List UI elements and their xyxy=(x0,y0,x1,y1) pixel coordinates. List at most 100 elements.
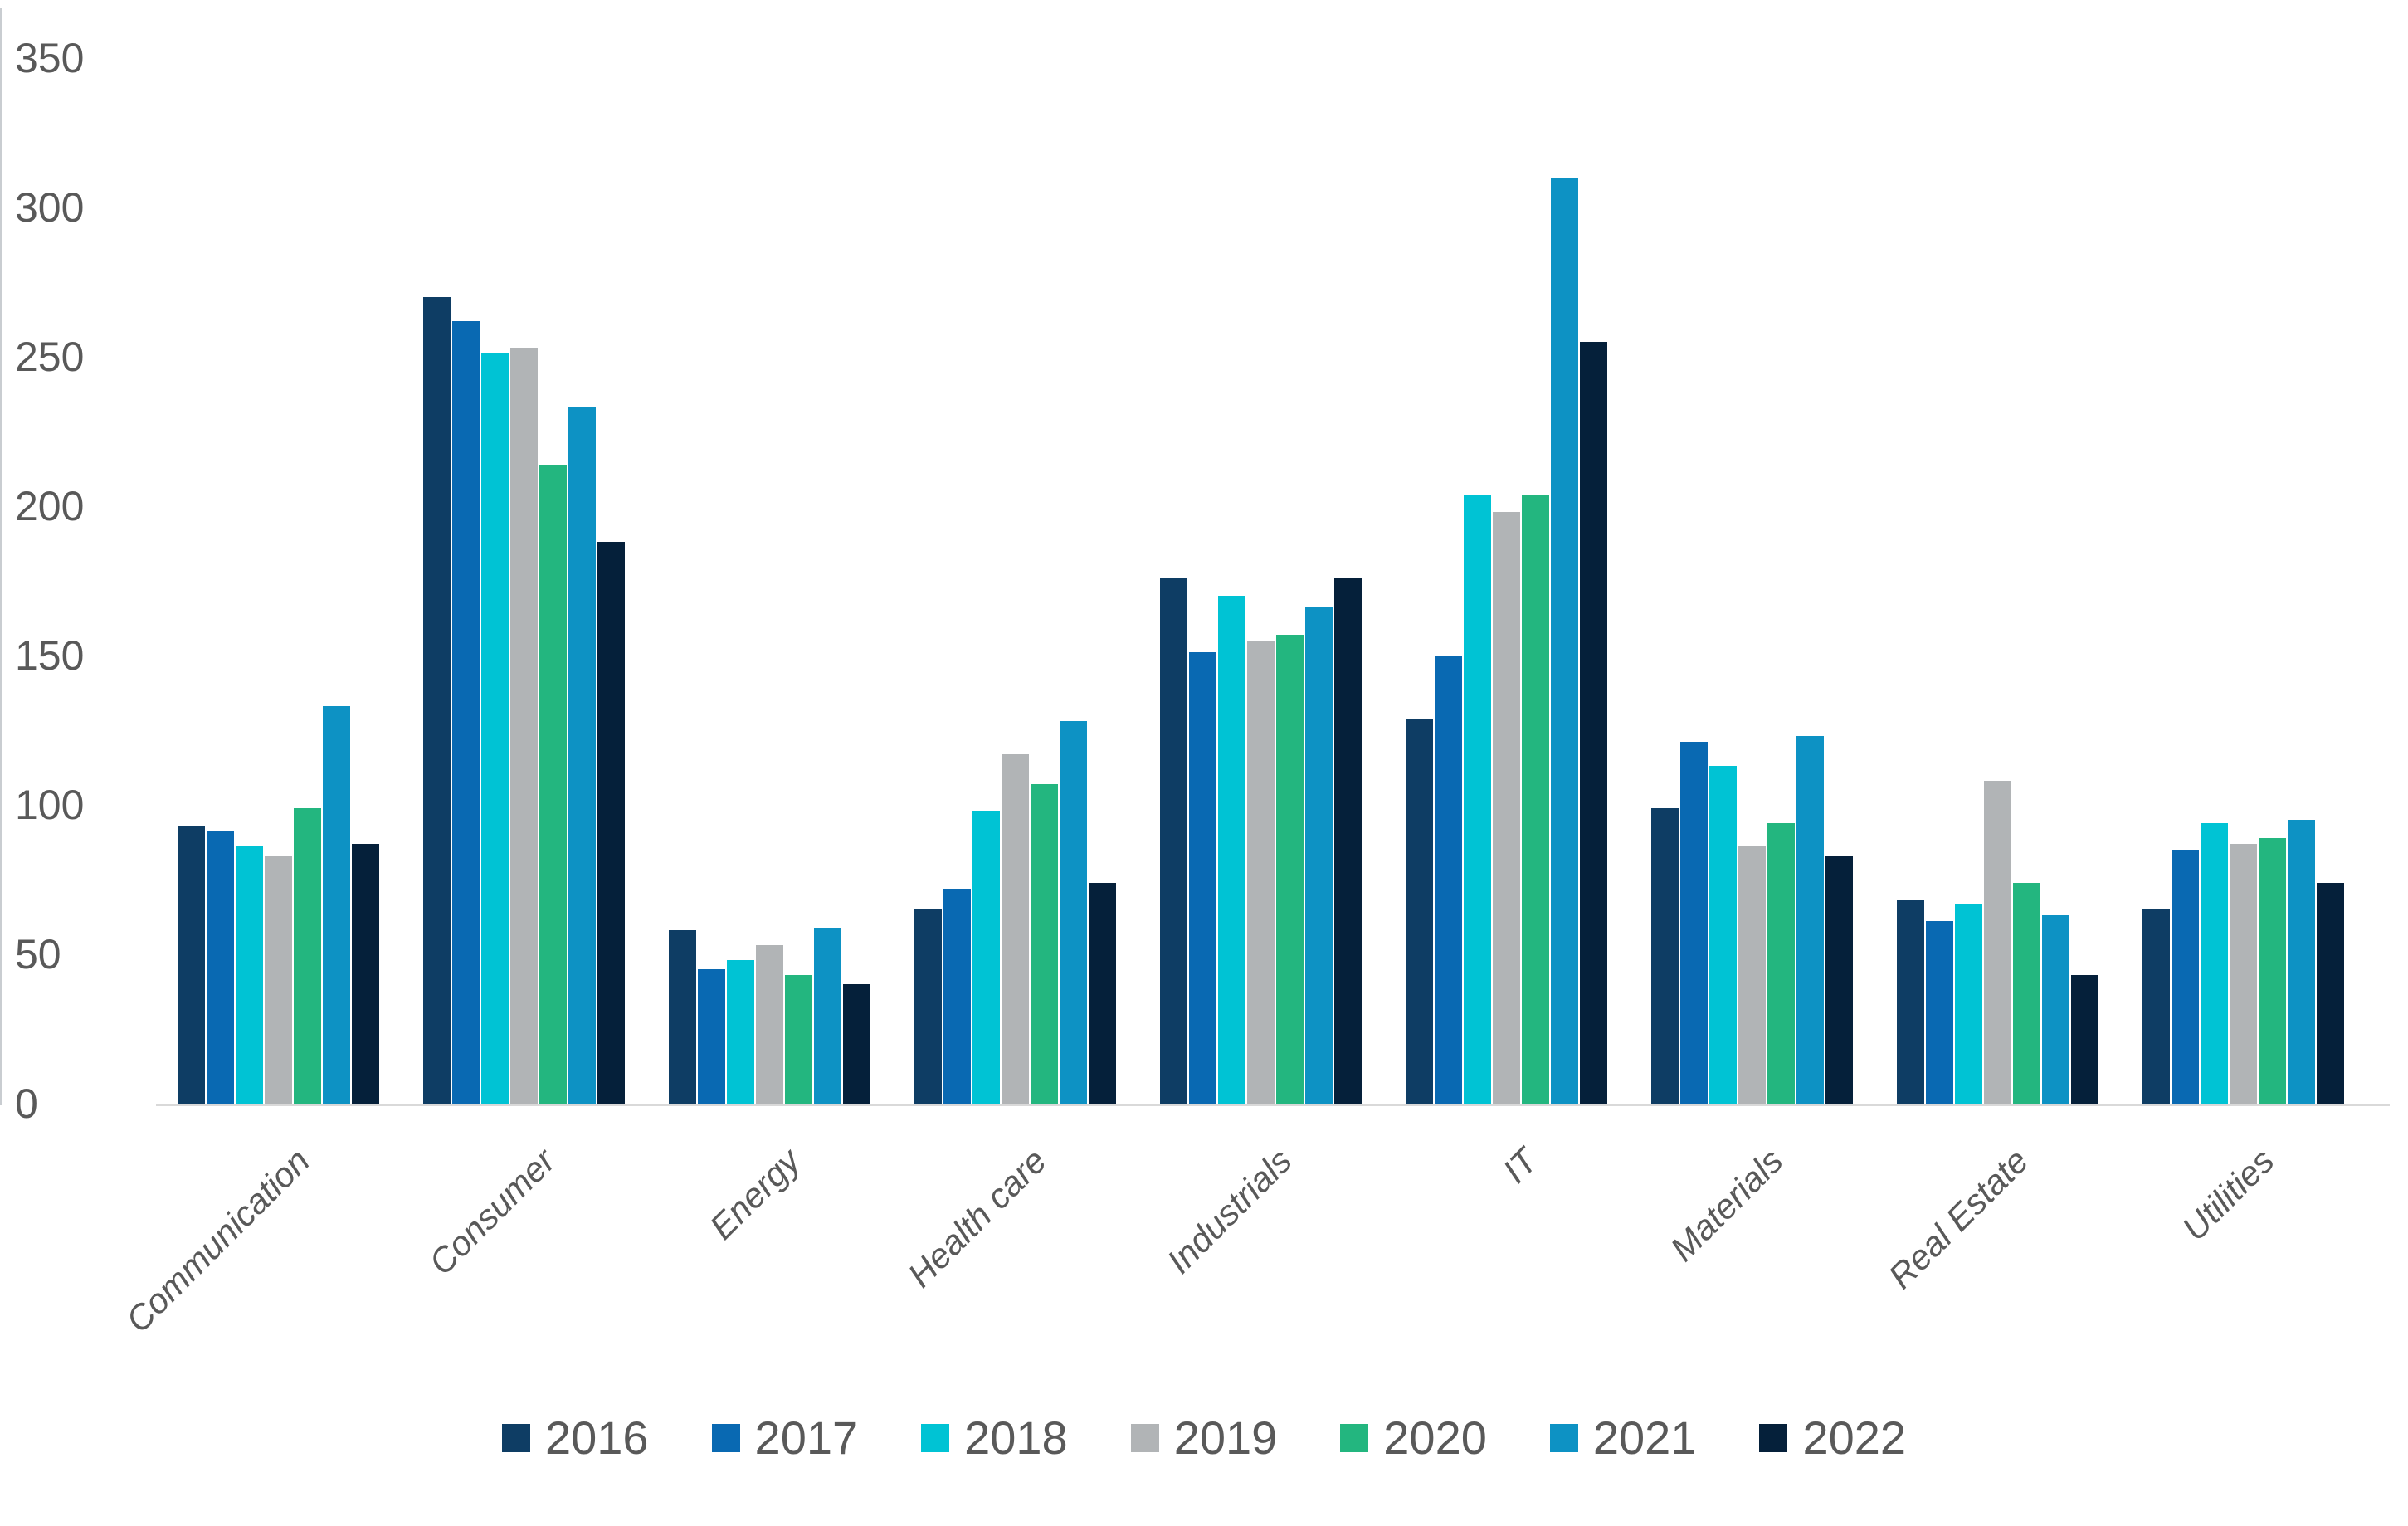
bar-2018-real-estate xyxy=(1955,904,1982,1104)
bar-2021-it xyxy=(1551,178,1578,1104)
bar-2020-health-care xyxy=(1031,784,1058,1104)
category-label: Real Estate xyxy=(1880,1141,2036,1296)
bar-2017-communication xyxy=(207,831,234,1104)
bar-group-health-care xyxy=(914,721,1118,1104)
legend-label: 2022 xyxy=(1802,1411,1907,1464)
y-tick-label: 0 xyxy=(15,1080,38,1127)
category-label: Energy xyxy=(702,1141,808,1247)
x-axis-baseline xyxy=(156,1104,2390,1106)
bar-2021-utilities xyxy=(2288,820,2315,1104)
bar-2020-real-estate xyxy=(2013,883,2040,1104)
legend-item-2018: 2018 xyxy=(921,1411,1068,1465)
bar-2021-industrials xyxy=(1305,607,1333,1104)
bar-2021-health-care xyxy=(1060,721,1087,1104)
legend-item-2020: 2020 xyxy=(1340,1411,1487,1465)
bar-2019-industrials xyxy=(1247,641,1275,1104)
legend-swatch-icon xyxy=(921,1423,950,1452)
bar-2022-real-estate xyxy=(2071,975,2098,1104)
y-tick-label: 200 xyxy=(15,483,85,529)
legend-item-2022: 2022 xyxy=(1759,1411,1906,1465)
bar-2018-utilities xyxy=(2201,823,2228,1104)
legend-swatch-icon xyxy=(711,1423,740,1452)
bar-2020-materials xyxy=(1767,823,1795,1104)
bar-2019-it xyxy=(1493,512,1520,1104)
bar-2020-consumer xyxy=(539,465,567,1104)
bar-2017-materials xyxy=(1680,742,1708,1104)
bar-2019-materials xyxy=(1738,846,1766,1104)
category-label: IT xyxy=(1495,1141,1545,1191)
bar-group-utilities xyxy=(2142,820,2346,1104)
y-tick-label: 300 xyxy=(15,184,85,231)
bar-2018-materials xyxy=(1709,766,1737,1104)
bar-2020-utilities xyxy=(2259,838,2286,1104)
bar-2022-materials xyxy=(1825,856,1853,1104)
bar-2018-energy xyxy=(727,960,754,1104)
bar-2017-consumer xyxy=(452,321,480,1104)
legend-label: 2021 xyxy=(1592,1411,1697,1464)
bar-2016-real-estate xyxy=(1897,900,1924,1104)
bar-2022-health-care xyxy=(1089,883,1116,1104)
legend-swatch-icon xyxy=(1549,1423,1578,1452)
bar-2019-utilities xyxy=(2230,844,2257,1104)
bar-2020-energy xyxy=(785,975,812,1104)
bar-2016-industrials xyxy=(1160,578,1187,1104)
legend-item-2021: 2021 xyxy=(1549,1411,1697,1465)
category-label: Industrials xyxy=(1159,1141,1299,1281)
bar-group-consumer xyxy=(423,297,626,1104)
bar-2017-utilities xyxy=(2172,850,2199,1104)
bar-2016-utilities xyxy=(2142,909,2170,1104)
legend-label: 2019 xyxy=(1173,1411,1278,1464)
bar-2016-energy xyxy=(669,930,696,1104)
bar-group-communication xyxy=(178,706,381,1104)
bar-2020-industrials xyxy=(1276,635,1304,1104)
bar-2017-energy xyxy=(698,969,725,1104)
bar-group-materials xyxy=(1651,736,1855,1104)
bar-2021-communication xyxy=(323,706,350,1104)
bar-2019-health-care xyxy=(1002,754,1029,1104)
legend-swatch-icon xyxy=(1759,1423,1788,1452)
bar-2016-it xyxy=(1406,719,1433,1104)
legend-swatch-icon xyxy=(501,1423,530,1452)
bar-2022-consumer xyxy=(597,542,625,1104)
bar-2017-real-estate xyxy=(1926,921,1953,1104)
bar-group-energy xyxy=(669,928,872,1104)
bar-2017-industrials xyxy=(1189,652,1216,1104)
bar-2017-it xyxy=(1435,656,1462,1104)
bar-2018-it xyxy=(1464,495,1491,1104)
category-label: Consumer xyxy=(421,1141,563,1283)
category-label: Communication xyxy=(118,1141,317,1340)
bar-group-industrials xyxy=(1160,578,1363,1104)
category-label: Materials xyxy=(1663,1141,1791,1269)
bar-2019-real-estate xyxy=(1984,781,2011,1104)
bar-group-real-estate xyxy=(1897,781,2100,1104)
legend-label: 2020 xyxy=(1383,1411,1487,1464)
legend-swatch-icon xyxy=(1130,1423,1159,1452)
y-axis-line xyxy=(0,8,2,1105)
bar-2022-utilities xyxy=(2317,883,2344,1104)
y-tick-label: 100 xyxy=(15,782,85,828)
bar-2019-consumer xyxy=(510,348,538,1104)
bar-2018-communication xyxy=(236,846,263,1104)
legend-label: 2017 xyxy=(754,1411,859,1464)
bar-2022-communication xyxy=(352,844,379,1104)
legend-label: 2018 xyxy=(964,1411,1068,1464)
bar-2022-energy xyxy=(843,984,870,1104)
bar-2021-consumer xyxy=(568,407,596,1104)
bar-2018-health-care xyxy=(972,811,1000,1104)
bar-group-it xyxy=(1406,178,1609,1104)
bar-2019-communication xyxy=(265,856,292,1104)
legend: 2016 2017 2018 2019 2020 2021 2022 xyxy=(0,1411,2408,1465)
category-label: Health care xyxy=(899,1141,1054,1295)
legend-item-2019: 2019 xyxy=(1130,1411,1278,1465)
bar-2022-it xyxy=(1580,342,1607,1104)
y-tick-label: 250 xyxy=(15,334,85,380)
bar-2022-industrials xyxy=(1334,578,1362,1104)
legend-item-2017: 2017 xyxy=(711,1411,859,1465)
legend-swatch-icon xyxy=(1340,1423,1369,1452)
bar-2020-communication xyxy=(294,808,321,1104)
bar-2017-health-care xyxy=(943,889,971,1104)
bar-2021-energy xyxy=(814,928,841,1104)
y-tick-label: 150 xyxy=(15,632,85,679)
bar-2016-materials xyxy=(1651,808,1679,1104)
